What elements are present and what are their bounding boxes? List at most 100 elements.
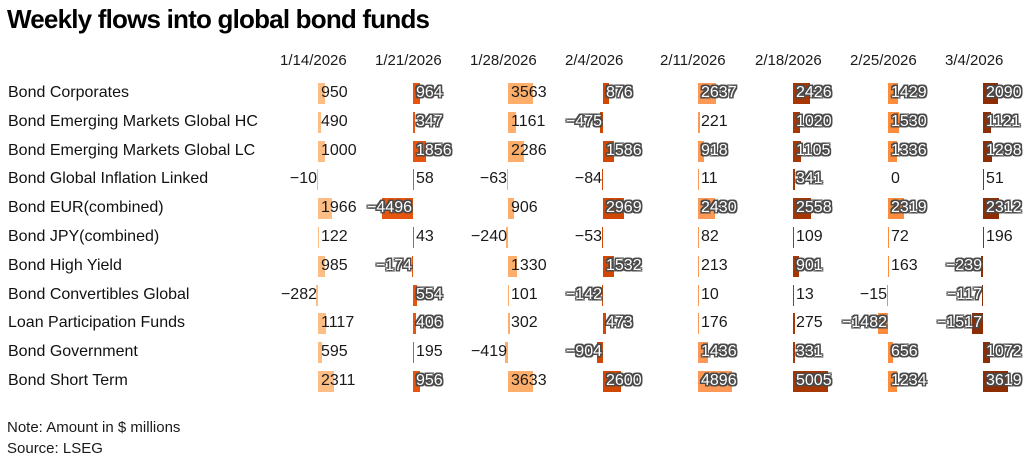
flow-bar [698, 342, 709, 364]
cell-value: 347 [416, 112, 443, 130]
cell-value: 109 [796, 228, 823, 245]
cell-value: −84 [574, 170, 602, 188]
cell-value: −10 [289, 170, 317, 188]
flow-bar [603, 82, 610, 104]
cell-value: −1482 [842, 314, 887, 332]
cell-value: 11 [701, 170, 718, 188]
flow-bar [601, 226, 603, 248]
flow-bar [793, 82, 810, 104]
cell-value: 2319 [891, 199, 927, 217]
cell-value: 490 [321, 112, 348, 130]
cell-value: −239 [945, 256, 982, 274]
cell-value: 1336 [891, 141, 927, 159]
row-label: Bond Emerging Markets Global HC [8, 112, 258, 130]
cell-value: 1121 [986, 112, 1021, 130]
flow-bar [505, 342, 508, 364]
flow-bar [508, 313, 511, 335]
flow-bar [411, 255, 413, 277]
chart-source: Source: LSEG [7, 440, 103, 457]
flow-bar [506, 169, 508, 191]
flow-bar [413, 111, 416, 133]
cell-value: 4896 [701, 372, 737, 389]
row-label: Bond JPY(combined) [8, 228, 160, 245]
cell-value: 51 [986, 170, 1004, 188]
cell-value: 176 [701, 314, 728, 332]
flow-bar [983, 342, 991, 364]
flow-bar [983, 111, 991, 133]
flow-bar [508, 370, 534, 392]
cell-value: 10 [701, 285, 719, 303]
column-header: 1/21/2026 [375, 52, 442, 69]
flow-bar [318, 255, 325, 277]
flow-bar [698, 198, 715, 220]
flow-bar [508, 82, 533, 104]
cell-value: 2600 [606, 372, 642, 389]
flow-bar [318, 226, 320, 248]
cell-value: 1532 [606, 256, 642, 274]
cell-value: 58 [416, 170, 434, 188]
flow-bar [972, 313, 983, 335]
flow-bar [698, 370, 733, 392]
cell-value: 5005 [796, 372, 832, 389]
cell-value: −904 [565, 343, 602, 361]
flow-bar [698, 255, 700, 277]
flow-bar [793, 169, 796, 191]
cell-value: 906 [511, 199, 538, 217]
flow-bar [983, 370, 1009, 392]
cell-value: 2286 [511, 141, 547, 159]
column-header: 2/11/2026 [660, 52, 726, 69]
cell-value: 331 [796, 343, 823, 361]
row-label: Loan Participation Funds [8, 314, 185, 332]
cell-value: 918 [701, 141, 728, 159]
cell-value: 3633 [511, 372, 547, 389]
flow-bar [793, 198, 811, 220]
cell-value: 1234 [891, 372, 927, 389]
flow-bar [413, 140, 426, 162]
cell-value: 1856 [416, 141, 452, 159]
row-label: Bond Emerging Markets Global LC [8, 141, 256, 159]
flow-bar [981, 284, 983, 306]
chart-note: Note: Amount in $ millions [7, 419, 181, 436]
cell-value: 964 [416, 84, 443, 101]
flow-bar [983, 82, 998, 104]
cell-value: −117 [947, 285, 982, 303]
cell-value: −174 [375, 256, 412, 274]
flow-bar [888, 370, 897, 392]
flow-bar [413, 169, 415, 191]
cell-value: 985 [321, 256, 348, 274]
flow-bar [381, 198, 413, 220]
cell-value: −475 [565, 112, 602, 130]
cell-value: 122 [321, 228, 348, 245]
flow-bar [981, 255, 983, 277]
flow-bar [983, 226, 985, 248]
row-label: Bond Convertibles Global [8, 285, 190, 303]
cell-value: −282 [280, 285, 317, 303]
flow-bar [318, 111, 322, 133]
row-label: Bond EUR(combined) [8, 199, 164, 217]
cell-value: 0 [891, 170, 900, 188]
cell-value: 1429 [891, 84, 927, 101]
cell-value: 72 [891, 228, 909, 245]
flow-bar [603, 370, 622, 392]
cell-value: 1105 [796, 141, 831, 159]
flow-bar [888, 140, 898, 162]
flow-bar [508, 284, 510, 306]
flow-bar [793, 370, 828, 392]
cell-value: 2311 [321, 372, 356, 389]
flow-bar [698, 111, 700, 133]
flow-bar [698, 313, 700, 335]
flow-bar [983, 169, 985, 191]
cell-value: 1020 [796, 112, 832, 130]
column-header: 2/4/2026 [565, 52, 624, 69]
flow-bar [888, 342, 893, 364]
cell-value: 1298 [986, 141, 1022, 159]
flow-bar [508, 140, 524, 162]
flow-bar [599, 111, 603, 133]
cell-value: −4496 [367, 199, 412, 217]
cell-value: 554 [416, 285, 443, 303]
row-label: Bond Short Term [8, 372, 128, 389]
row-label: Bond Global Inflation Linked [8, 170, 209, 188]
cell-value: 275 [796, 314, 823, 332]
cell-value: 221 [701, 112, 728, 130]
flow-bar [316, 284, 318, 306]
